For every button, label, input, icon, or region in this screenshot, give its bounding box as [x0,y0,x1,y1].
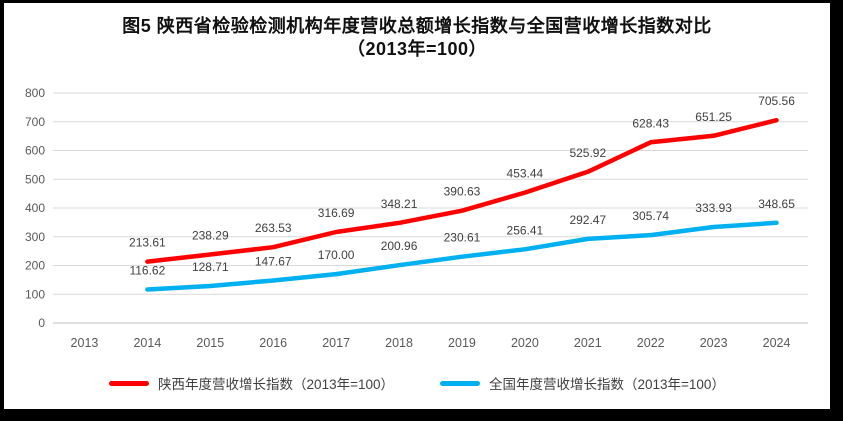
chart-title-line2: （2013年=100） [346,39,488,59]
x-tick-label: 2015 [196,336,224,350]
data-label: 128.71 [192,260,229,274]
data-label: 230.61 [444,231,481,245]
data-label: 213.61 [129,236,166,250]
x-tick-label: 2022 [637,336,665,350]
x-tick-label: 2016 [259,336,287,350]
x-tick-label: 2018 [385,336,413,350]
data-label: 170.00 [318,248,355,262]
data-label: 705.56 [758,94,795,108]
data-label: 147.67 [255,255,292,269]
x-tick-label: 2019 [448,336,476,350]
data-label: 348.65 [758,197,795,211]
data-label: 305.74 [632,209,669,223]
chart-plot-area: 0 100 200 300 400 500 600 700 800 2013 2014 2015 201… [25,86,808,350]
y-tick-label: 800 [25,86,45,100]
y-tick-label: 400 [25,201,45,215]
legend-item-shaanxi: 陕西年度营收增长指数（2013年=100） [109,373,394,393]
data-label: 348.21 [381,197,418,211]
legend-item-national: 全国年度营收增长指数（2013年=100） [440,373,725,393]
chart-legend: 陕西年度营收增长指数（2013年=100） 全国年度营收增长指数（2013年=1… [4,373,830,393]
data-label: 200.96 [381,239,418,253]
x-tick-label: 2024 [763,336,791,350]
data-label: 628.43 [632,116,669,130]
y-tick-label: 500 [25,172,45,186]
y-tick-label: 600 [25,144,45,158]
data-label: 256.41 [507,223,544,237]
data-label: 651.25 [695,110,732,124]
data-label: 525.92 [569,146,606,160]
data-label: 453.44 [507,167,544,181]
x-tick-label: 2014 [133,336,161,350]
series-line [145,220,779,292]
chart-title: 图5 陕西省检验检测机构年度营收总额增长指数与全国营收增长指数对比 （2013年… [4,15,830,61]
data-label: 390.63 [444,185,481,199]
y-tick-label: 0 [38,316,45,330]
legend-label-national: 全国年度营收增长指数（2013年=100） [489,377,725,392]
y-tick-label: 100 [25,287,45,301]
data-label: 238.29 [192,228,229,242]
x-tick-label: 2020 [511,336,539,350]
x-tick-label: 2013 [71,336,99,350]
data-label: 316.69 [318,206,355,220]
data-label: 116.62 [129,263,165,277]
y-tick-label: 200 [25,259,45,273]
x-tick-label: 2023 [700,336,728,350]
data-label: 263.53 [255,221,292,235]
series-line [145,117,779,264]
chart-title-line1: 图5 陕西省检验检测机构年度营收总额增长指数与全国营收增长指数对比 [122,16,712,36]
y-tick-label: 300 [25,230,45,244]
y-tick-label: 700 [25,115,45,129]
data-label: 292.47 [569,213,606,227]
data-label: 333.93 [695,201,732,215]
legend-line-swatch-red [109,380,150,386]
legend-line-swatch-blue [440,380,480,386]
x-tick-label: 2021 [574,336,602,350]
x-tick-label: 2017 [322,336,350,350]
legend-label-shaanxi: 陕西年度营收增长指数（2013年=100） [158,377,394,392]
